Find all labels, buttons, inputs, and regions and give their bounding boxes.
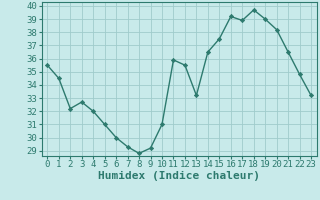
X-axis label: Humidex (Indice chaleur): Humidex (Indice chaleur) (98, 171, 260, 181)
